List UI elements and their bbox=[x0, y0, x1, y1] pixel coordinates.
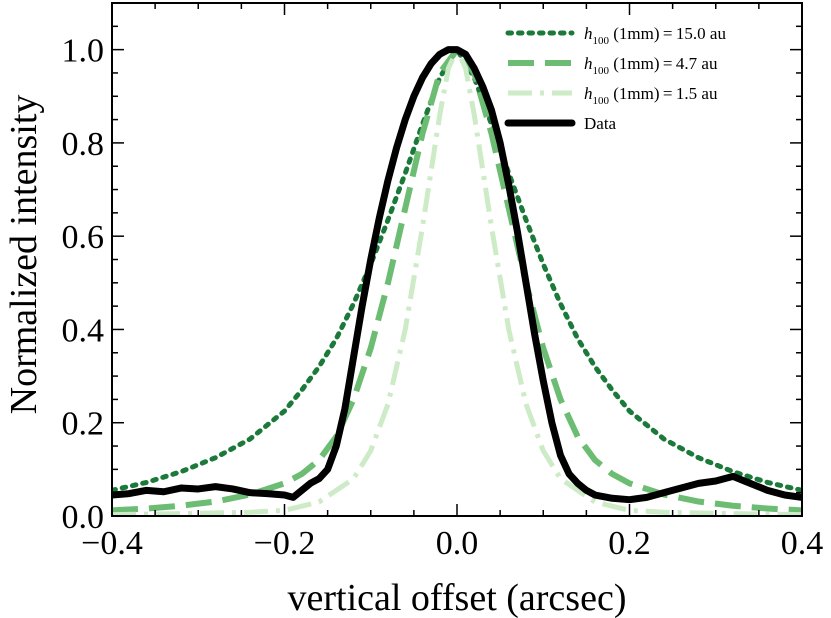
legend-entry-label: h100 (1mm) = 4.7 au bbox=[584, 54, 718, 77]
legend-entry-label: Data bbox=[584, 114, 617, 133]
y-tick-label: 0.0 bbox=[62, 499, 105, 536]
x-tick-label: 0.4 bbox=[781, 525, 824, 562]
x-tick-label: 0.0 bbox=[436, 525, 479, 562]
y-tick-label: 0.4 bbox=[62, 312, 105, 349]
legend-entry-label: h100 (1mm) = 15.0 au bbox=[584, 24, 726, 47]
plot-frame bbox=[111, 2, 803, 517]
series-line-4-7-au bbox=[112, 46, 802, 514]
series-line-1-5-au bbox=[112, 47, 802, 516]
series-line-15-0-au bbox=[112, 47, 802, 493]
x-tick-label: −0.2 bbox=[254, 525, 316, 562]
y-tick-label: 0.8 bbox=[62, 126, 105, 163]
y-tick-label: 0.2 bbox=[62, 406, 105, 443]
legend: h100 (1mm) = 15.0 au h100 (1mm) = 4.7 au h… bbox=[504, 24, 726, 133]
x-axis-label: vertical offset (arcsec) bbox=[288, 577, 627, 618]
x-tick-label: −0.4 bbox=[81, 525, 143, 562]
y-tick-label: 1.0 bbox=[62, 33, 105, 70]
legend-entry-label: h100 (1mm) = 1.5 au bbox=[584, 84, 718, 107]
series-line-data bbox=[112, 46, 802, 504]
x-tick-label: 0.2 bbox=[608, 525, 651, 562]
series-layer bbox=[112, 46, 802, 516]
y-axis-label: Normalized intensity bbox=[3, 95, 45, 415]
axes-layer: −0.4 −0.2 0.0 0.2 0.4 0.0 0.2 0.4 0.6 0.8 1.0 bbox=[62, 2, 824, 562]
y-tick-label: 0.6 bbox=[62, 219, 105, 256]
